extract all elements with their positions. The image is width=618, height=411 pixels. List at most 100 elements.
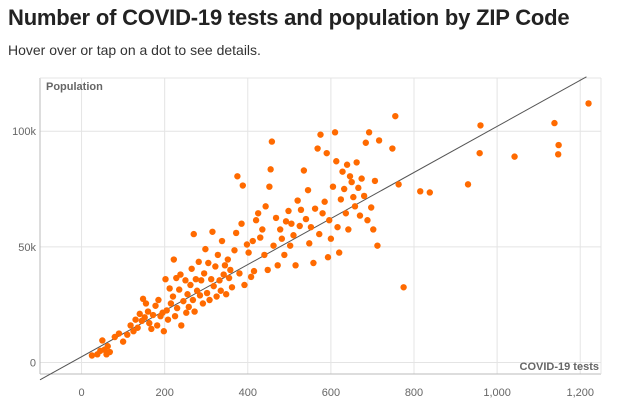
data-point[interactable] — [136, 310, 143, 318]
data-point[interactable] — [339, 168, 346, 175]
data-point[interactable] — [191, 308, 198, 315]
data-point[interactable] — [464, 181, 472, 188]
data-point[interactable] — [155, 296, 162, 304]
data-point[interactable] — [162, 275, 169, 283]
data-point[interactable] — [252, 217, 260, 224]
data-point[interactable] — [395, 181, 402, 188]
data-point[interactable] — [217, 287, 224, 294]
data-point[interactable] — [228, 284, 236, 291]
data-point[interactable] — [302, 215, 310, 223]
data-point[interactable] — [144, 308, 152, 315]
data-point[interactable] — [585, 100, 592, 107]
data-point[interactable] — [193, 287, 201, 294]
data-point[interactable] — [188, 265, 195, 272]
data-point[interactable] — [222, 291, 230, 298]
data-point[interactable] — [177, 271, 184, 278]
data-point[interactable] — [268, 138, 276, 145]
data-point[interactable] — [183, 309, 190, 316]
data-point[interactable] — [297, 206, 305, 214]
data-point[interactable] — [218, 237, 226, 245]
data-point[interactable] — [319, 210, 326, 217]
data-point[interactable] — [232, 229, 240, 237]
data-point[interactable] — [327, 235, 335, 242]
data-point[interactable] — [153, 322, 161, 329]
data-point[interactable] — [278, 235, 286, 242]
data-point[interactable] — [239, 182, 246, 189]
data-point[interactable] — [220, 271, 227, 278]
data-point[interactable] — [245, 249, 252, 256]
data-point[interactable] — [348, 178, 355, 186]
data-point[interactable] — [336, 249, 343, 256]
data-point[interactable] — [236, 270, 243, 277]
data-point[interactable] — [316, 230, 323, 238]
data-point[interactable] — [281, 251, 288, 259]
data-point[interactable] — [180, 297, 187, 305]
data-point[interactable] — [267, 166, 274, 173]
data-point[interactable] — [205, 259, 212, 267]
data-point[interactable] — [300, 167, 308, 174]
data-point[interactable] — [250, 267, 258, 275]
data-point[interactable] — [356, 212, 364, 219]
data-point[interactable] — [314, 145, 321, 152]
data-point[interactable] — [178, 322, 185, 329]
data-point[interactable] — [190, 230, 197, 238]
data-point[interactable] — [337, 196, 345, 203]
data-point[interactable] — [329, 183, 337, 190]
data-point[interactable] — [182, 277, 189, 284]
data-point[interactable] — [276, 226, 284, 233]
data-point[interactable] — [371, 177, 379, 185]
data-point[interactable] — [192, 275, 200, 283]
data-point[interactable] — [241, 281, 248, 289]
data-point[interactable] — [555, 141, 562, 149]
data-point[interactable] — [400, 284, 407, 291]
data-point[interactable] — [132, 316, 139, 323]
data-point[interactable] — [212, 263, 219, 270]
data-point[interactable] — [257, 234, 264, 241]
data-point[interactable] — [326, 217, 333, 224]
data-point[interactable] — [358, 175, 365, 182]
data-point[interactable] — [189, 296, 197, 304]
data-point[interactable] — [208, 275, 215, 283]
data-point[interactable] — [216, 277, 223, 284]
data-point[interactable] — [139, 295, 147, 303]
data-point[interactable] — [106, 348, 114, 356]
data-point[interactable] — [243, 241, 251, 248]
data-point[interactable] — [203, 289, 211, 297]
data-point[interactable] — [199, 300, 207, 307]
data-point[interactable] — [310, 259, 317, 267]
data-point[interactable] — [324, 254, 332, 261]
data-point[interactable] — [227, 266, 234, 274]
data-point[interactable] — [362, 139, 369, 146]
data-point[interactable] — [231, 247, 238, 254]
data-point[interactable] — [184, 291, 191, 298]
data-point[interactable] — [288, 220, 295, 227]
data-point[interactable] — [272, 214, 280, 222]
data-point[interactable] — [259, 226, 266, 233]
data-point[interactable] — [148, 325, 155, 333]
data-point[interactable] — [210, 282, 217, 290]
data-point[interactable] — [124, 331, 131, 338]
data-point[interactable] — [286, 242, 294, 249]
data-point[interactable] — [104, 343, 111, 350]
data-point[interactable] — [262, 203, 269, 210]
data-point[interactable] — [342, 210, 350, 217]
data-point[interactable] — [185, 303, 192, 311]
data-point[interactable] — [365, 129, 373, 136]
data-point[interactable] — [367, 204, 375, 211]
data-point[interactable] — [270, 242, 277, 249]
data-point[interactable] — [389, 145, 396, 152]
data-point[interactable] — [375, 137, 383, 144]
data-point[interactable] — [221, 262, 229, 269]
data-point[interactable] — [374, 242, 381, 249]
data-point[interactable] — [127, 322, 134, 329]
data-point[interactable] — [476, 149, 483, 157]
data-point[interactable] — [134, 324, 141, 331]
data-point[interactable] — [264, 266, 271, 274]
data-point[interactable] — [238, 220, 245, 227]
data-point[interactable] — [234, 173, 241, 180]
data-point[interactable] — [554, 151, 562, 158]
data-point[interactable] — [294, 197, 301, 204]
data-point[interactable] — [200, 270, 208, 277]
data-point[interactable] — [195, 258, 202, 266]
data-point[interactable] — [88, 352, 96, 359]
